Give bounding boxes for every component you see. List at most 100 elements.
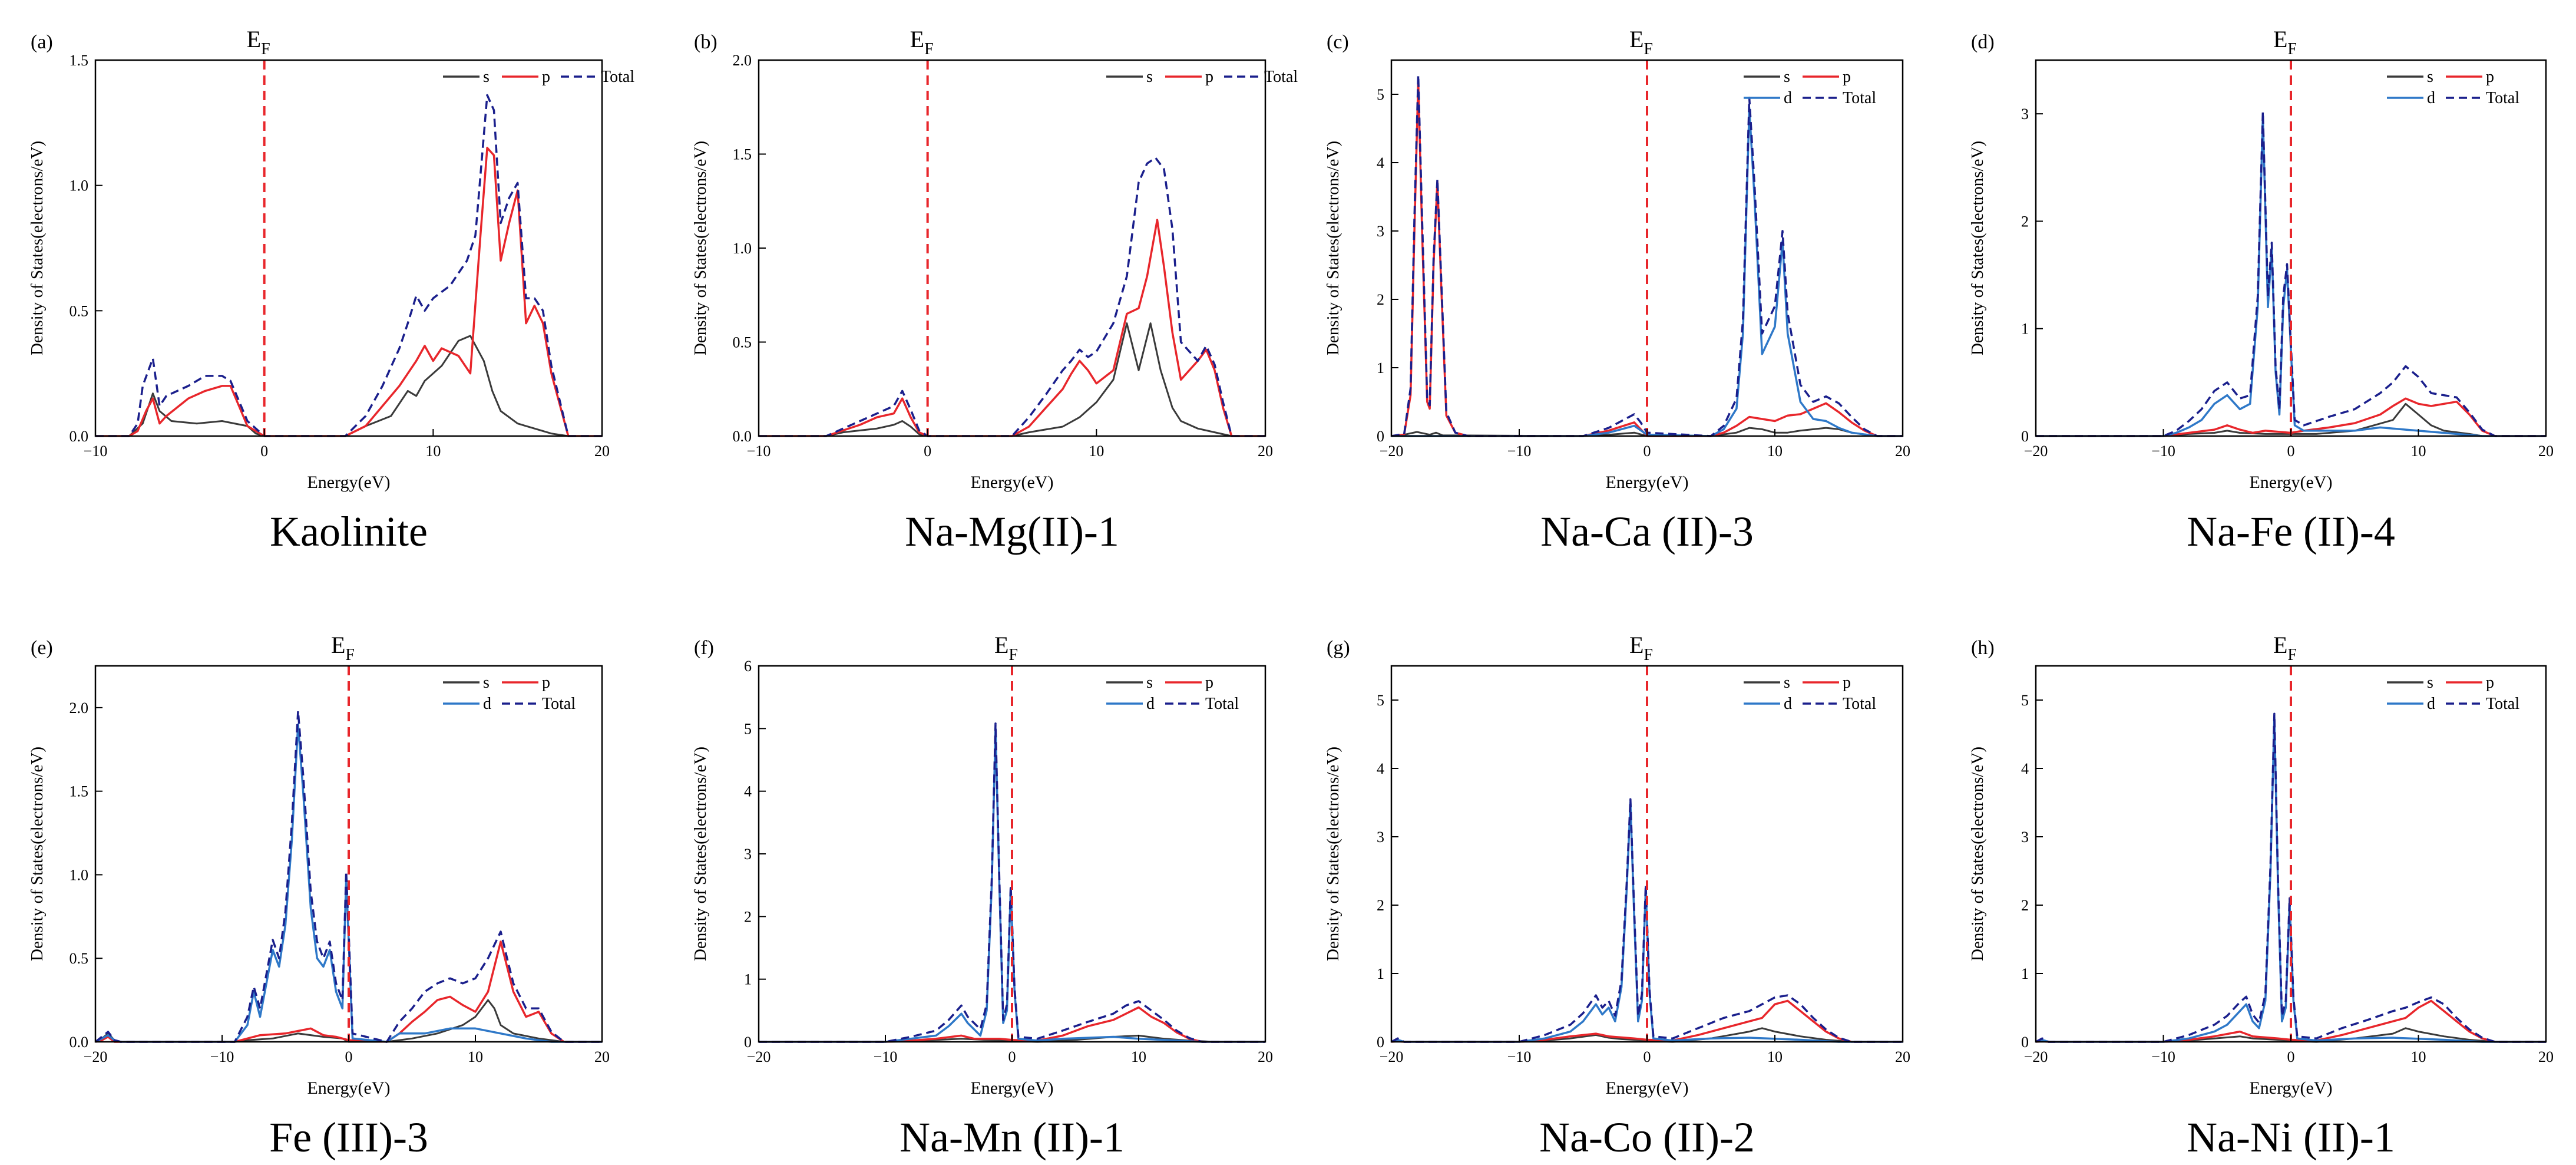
legend-d-label: d [1784,89,1792,107]
x-tick-label: −10 [2151,1048,2175,1065]
legend-s-label: s [483,674,490,692]
x-tick-label: 0 [2287,443,2295,460]
y-tick-label: 3 [744,846,752,863]
y-tick-label: 1 [1377,965,1384,982]
legend-s-label: s [2427,68,2433,86]
y-axis-label: Density of States(electrons/eV) [1324,141,1342,355]
x-tick-label: 0 [1644,443,1651,460]
series-line-d [2036,115,2546,437]
x-tick-label: −10 [874,1048,898,1065]
y-tick-label: 2.0 [70,699,89,717]
fermi-label: EF [910,26,934,58]
y-tick-label: 1.0 [70,866,89,883]
legend-s-label: s [1146,68,1153,86]
x-axis-label: Energy(eV) [2249,473,2332,492]
legend-total-label: Total [542,695,576,713]
x-tick-label: 10 [1767,1048,1783,1065]
legend-d-label: d [2427,89,2435,107]
series-line-s [95,335,602,437]
y-tick-label: 0.0 [733,428,752,445]
x-tick-label: −10 [2151,443,2175,460]
x-tick-label: 0 [1008,1048,1016,1065]
legend-total-label: Total [1843,695,1876,713]
series-line-total [759,157,1265,437]
x-tick-label: 20 [594,1048,610,1065]
y-axis-label: Density of States(electrons/eV) [28,141,47,355]
fermi-label-sub: F [924,40,934,58]
series-line-total [2036,110,2546,437]
y-tick-label: 0.0 [70,1034,89,1051]
x-tick-label: 20 [1258,443,1273,460]
y-tick-label: 0 [2021,428,2029,445]
panel-1: −10 0 10 20 0.0 0.5 1.0 1.5 Energy(eV) Density of… [28,26,634,555]
y-tick-label: 0 [2021,1034,2029,1051]
x-tick-label: 0 [924,443,931,460]
series-line-s [759,322,1265,437]
fermi-label: EF [247,26,270,58]
y-tick-label: 0.5 [733,334,752,351]
x-axis-label: Energy(eV) [1605,1078,1688,1098]
series-line-p [759,219,1265,437]
y-tick-label: 1.5 [70,783,89,800]
x-tick-label: −20 [2024,443,2048,460]
legend-s-label: s [1146,674,1153,692]
y-tick-label: 1 [744,971,752,988]
y-tick-label: 3 [1377,223,1384,240]
x-tick-label: 10 [2411,1048,2426,1065]
fermi-label-sub: F [2287,646,2297,664]
panel-label: (e) [31,637,53,659]
legend-p-label: p [1843,674,1851,692]
y-tick-label: 1.0 [733,240,752,257]
panel-title: Kaolinite [270,508,428,555]
y-axis-label: Density of States(electrons/eV) [28,747,47,961]
legend-p-label: p [542,68,550,86]
panel-label: (a) [31,31,53,53]
y-tick-label: 1 [1377,359,1384,377]
fermi-label: EF [1629,26,1653,58]
series-line-s [1391,427,1903,437]
legend-s-label: s [1784,674,1790,692]
y-tick-label: 1.5 [733,146,752,163]
fermi-label-sub: F [1644,40,1653,58]
y-tick-label: 2 [744,908,752,925]
fermi-label: EF [2273,632,2297,664]
x-axis-label: Energy(eV) [307,473,390,492]
y-tick-label: 5 [1377,86,1384,103]
series-line-p [95,147,602,437]
y-axis-label: Density of States(electrons/eV) [1324,747,1342,961]
y-tick-label: 0 [1377,428,1384,445]
y-axis-label: Density of States(electrons/eV) [691,747,710,961]
legend-total-label: Total [1205,695,1239,713]
y-axis-label: Density of States(electrons/eV) [691,141,710,355]
y-tick-label: 5 [2021,692,2029,709]
y-tick-label: 0 [1377,1034,1384,1051]
panel-label: (f) [694,637,714,659]
series-line-total [95,94,602,437]
fermi-label-main: E [1629,26,1644,52]
series-line-total [94,709,602,1043]
fermi-label-main: E [994,632,1008,658]
fermi-label-main: E [247,26,261,52]
panel-label: (g) [1327,637,1350,659]
panel-3: −20 −10 0 10 20 0 1 2 3 4 5 Energy(eV) Density of St… [1324,26,1910,555]
y-axis-label: Density of States(electrons/eV) [1968,141,1987,355]
y-tick-label: 4 [2021,760,2029,777]
legend-total-label: Total [601,68,634,86]
y-tick-label: 4 [1377,760,1384,777]
legend-total-label: Total [2486,695,2519,713]
y-tick-label: 5 [744,720,752,737]
fermi-label-main: E [910,26,924,52]
panel-title: Na-Ca (II)-3 [1540,508,1754,555]
x-tick-label: −10 [210,1048,234,1065]
legend-total-label: Total [1843,89,1876,107]
legend-p-label: p [1843,68,1851,86]
y-axis-label: Density of States(electrons/eV) [1968,747,1987,961]
fermi-label-sub: F [2287,40,2297,58]
legend-p-label: p [2486,674,2494,692]
x-tick-label: 10 [2411,443,2426,460]
panel-7: −20 −10 0 10 20 0 1 2 3 4 5 Energy(eV) Density of St… [1324,632,1910,1161]
x-tick-label: −20 [747,1048,771,1065]
x-tick-label: −10 [84,443,108,460]
y-tick-label: 0.5 [70,302,89,319]
x-tick-label: 0 [260,443,268,460]
